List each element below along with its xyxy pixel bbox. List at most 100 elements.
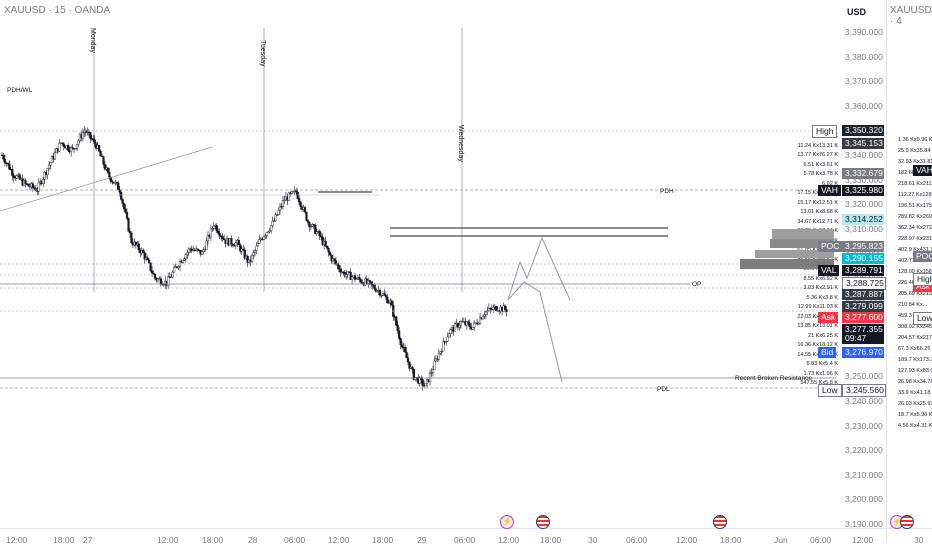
price-axis-label: 3,330.000 <box>845 174 883 185</box>
volume-profile-row: 13.77 Kx76.27 K <box>797 152 838 158</box>
right-volume-row: 289.82 Kx269.64 K <box>898 214 932 220</box>
chart-title: XAUUSD · 15 · OANDA <box>4 5 111 16</box>
candle-body <box>349 271 352 280</box>
candle-body <box>171 271 174 278</box>
volume-profile-row: 5.36 Kx3.8 K <box>806 294 839 301</box>
us-flag-event-icon[interactable] <box>713 515 727 529</box>
currency-label[interactable]: USD <box>847 7 867 17</box>
candle-body <box>468 323 471 328</box>
candle-body <box>395 316 398 326</box>
candle-body <box>411 366 414 370</box>
candle-body <box>127 218 130 232</box>
right-volume-row: 196.51 Kx175.4 K <box>898 203 932 209</box>
price-chart[interactable] <box>0 0 836 540</box>
vp-bar <box>740 259 834 269</box>
volume-profile-row: 5.78 Kx3.78 K <box>803 171 838 177</box>
candle-body <box>47 164 51 169</box>
candle-body <box>483 314 486 317</box>
candle-body <box>177 266 180 268</box>
lightning-event-icon[interactable]: ⚡ <box>500 515 514 529</box>
candle-body <box>353 275 357 280</box>
candle-body <box>58 142 61 152</box>
right-volume-row: 1.36 Kx9.96 K <box>898 137 932 143</box>
time-axis-label: 30 <box>914 535 924 545</box>
candle-body <box>115 181 118 184</box>
candle-body <box>309 225 312 228</box>
candle-body <box>117 182 120 190</box>
price-tag-label: Ask <box>818 312 839 323</box>
candle-body <box>187 248 190 253</box>
price-tag-label: Bid <box>818 347 837 358</box>
candle-body <box>37 182 40 192</box>
day-label-monday: Monday <box>89 28 96 53</box>
projection-path-up <box>507 236 571 301</box>
candle-body <box>134 241 137 246</box>
price-axis-label: 3,310.000 <box>845 223 883 234</box>
right-volume-row: 26.98 Kx34.78 K <box>898 379 932 385</box>
candle-body <box>70 147 73 153</box>
right-volume-row: 189.7 Kx173.7 K <box>898 357 932 363</box>
candle-body <box>43 172 46 180</box>
candle-body <box>146 257 149 261</box>
candle-body <box>424 383 427 386</box>
candle-body <box>405 351 408 359</box>
volume-profile-row: 6.92 K <box>822 180 838 187</box>
volume-profile-row: 13.01 Kx8.68 K <box>800 209 838 215</box>
candle-body <box>324 241 327 247</box>
candle-body <box>252 252 255 256</box>
day-label-tuesday: Tuesday <box>259 40 266 67</box>
candle-body <box>318 231 321 237</box>
candle-body <box>278 206 282 211</box>
price-tag-label: VAH <box>818 185 841 196</box>
right-price-tag: High <box>913 273 932 286</box>
candle-body <box>273 220 276 222</box>
candle-body <box>333 258 336 261</box>
candle-body <box>90 138 93 140</box>
us-flag-event-icon[interactable] <box>900 515 914 529</box>
time-axis-label: 12:00 <box>498 535 520 545</box>
volume-profile-row: 16.36 Kx18.12 K <box>797 342 838 348</box>
us-flag-event-icon[interactable] <box>536 515 550 529</box>
candle-body <box>250 254 254 262</box>
candle-body <box>103 164 107 170</box>
candle-body <box>18 174 21 180</box>
candle-body <box>99 151 102 157</box>
candle-body <box>184 254 187 259</box>
candle-body <box>271 221 274 226</box>
annotation-pdh: PDH <box>660 188 674 195</box>
annotation-recent-broken-resistance: Recent Broken Resistance <box>735 375 812 382</box>
candle-body <box>383 293 386 296</box>
candle-body <box>49 162 52 166</box>
candle-body <box>387 302 390 304</box>
right-price-tag: Ask <box>913 281 932 292</box>
candle-body <box>231 244 235 246</box>
candle-body <box>167 276 170 286</box>
candle-body <box>434 358 438 362</box>
candle-body <box>403 347 407 353</box>
volume-profile-row: 1.73 Kx1.96 K <box>803 370 838 377</box>
candle-body <box>321 236 324 245</box>
candle-body <box>327 247 330 253</box>
candle-body <box>42 179 45 184</box>
time-axis-label: 06:00 <box>810 535 832 545</box>
candle-body <box>217 230 220 234</box>
candle-body <box>281 200 285 207</box>
time-axis-label: 29 <box>417 535 427 545</box>
time-axis-border <box>0 528 932 529</box>
price-axis-label: 3,340.000 <box>845 150 883 160</box>
candle-body <box>106 167 110 173</box>
candle-body <box>439 351 442 354</box>
annotation-pdl: PDL <box>657 386 670 393</box>
candle-body <box>358 277 361 280</box>
candle-body <box>314 225 317 235</box>
candle-body <box>202 249 205 252</box>
candle-body <box>355 278 358 280</box>
candle-body <box>124 208 127 213</box>
right-volume-row: 308.02 Kx345.93 K <box>898 324 932 330</box>
price-tag-label: High <box>812 125 838 138</box>
candle-body <box>75 143 79 149</box>
candle-body <box>24 180 27 184</box>
right-price-tag: Low <box>913 312 932 325</box>
candle-body <box>459 321 463 326</box>
right-volume-row: 205.69 Kx213.31 K <box>898 291 932 297</box>
